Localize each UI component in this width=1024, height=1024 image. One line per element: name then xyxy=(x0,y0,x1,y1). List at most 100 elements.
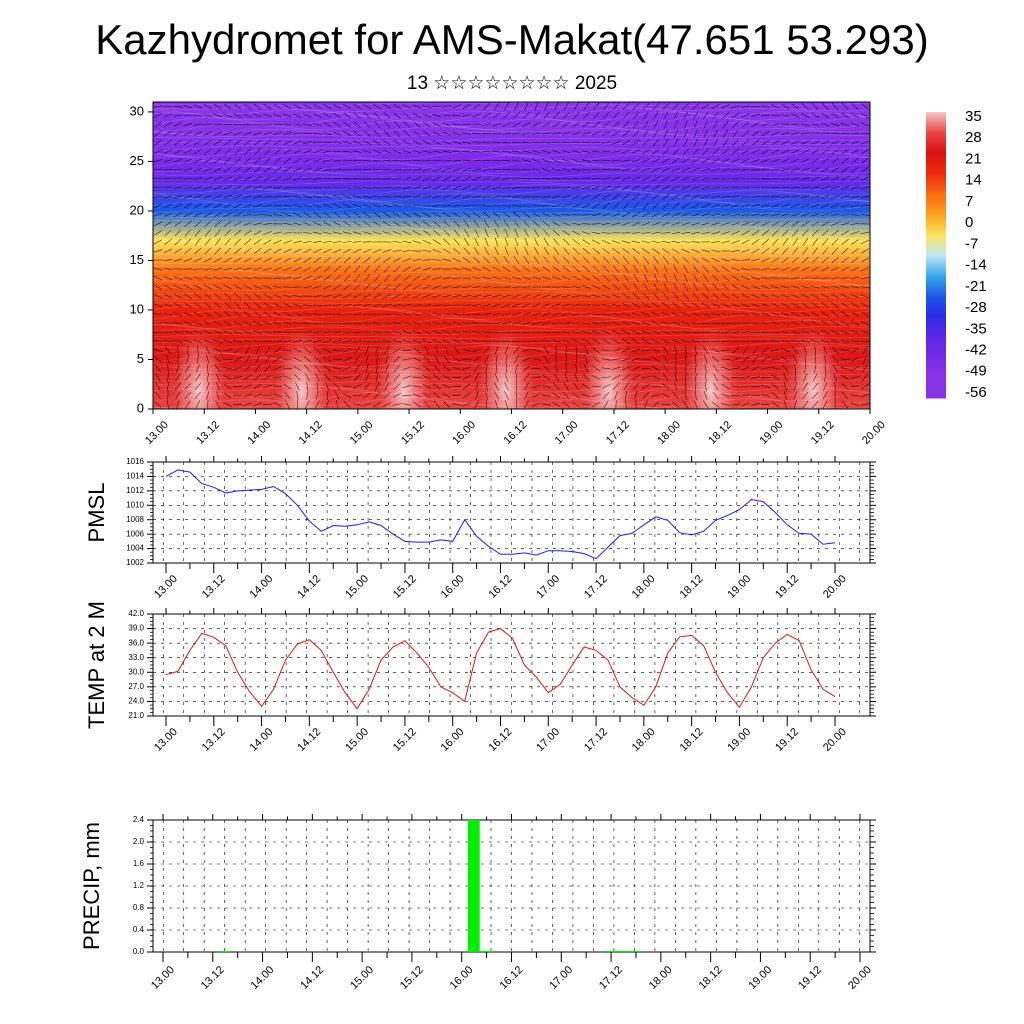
wind-vector xyxy=(553,256,560,264)
wind-vector xyxy=(781,348,790,353)
wind-vector xyxy=(563,247,570,255)
wind-vector xyxy=(402,330,412,335)
wind-vector xyxy=(412,357,422,362)
wind-vector xyxy=(462,141,472,144)
wind-vector xyxy=(622,338,630,345)
wind-vector xyxy=(821,266,830,272)
wind-vector xyxy=(293,212,302,218)
wind-vector xyxy=(193,131,203,136)
wind-vector xyxy=(572,265,580,273)
wind-vector xyxy=(521,168,531,171)
y-tick-label: 42.0 xyxy=(128,609,144,618)
wind-vector xyxy=(255,346,260,355)
wind-vector xyxy=(343,131,352,137)
wind-vector xyxy=(572,247,580,255)
wind-vector xyxy=(302,195,312,199)
wind-vector xyxy=(642,256,649,264)
wind-vector xyxy=(223,221,232,227)
wind-vector xyxy=(840,366,850,370)
x-tick-label: 16.00 xyxy=(439,573,467,601)
wind-vector xyxy=(621,185,631,191)
wind-vector xyxy=(176,364,180,373)
wind-vector xyxy=(352,150,362,153)
wind-vector xyxy=(354,265,361,273)
wind-vector xyxy=(761,131,770,137)
isotherm-line xyxy=(153,211,870,217)
wind-vector xyxy=(393,356,401,363)
wind-vector xyxy=(711,195,721,198)
x-tick-label: 20.00 xyxy=(846,964,874,992)
wind-vector xyxy=(542,158,551,163)
wind-vector xyxy=(581,150,591,153)
wind-vector xyxy=(393,121,401,129)
wind-vector xyxy=(303,266,312,272)
wind-vector xyxy=(362,231,372,235)
wind-vector xyxy=(323,104,332,109)
wind-vector xyxy=(564,373,568,382)
wind-vector xyxy=(292,295,302,298)
wind-vector xyxy=(234,229,242,237)
wind-vector xyxy=(802,247,809,255)
wind-vector xyxy=(541,196,551,198)
wind-vector xyxy=(243,221,252,226)
wind-vector xyxy=(293,357,302,362)
wind-vector xyxy=(504,346,509,355)
wind-vector xyxy=(214,229,221,237)
wind-vector xyxy=(382,322,392,325)
wind-vector xyxy=(342,195,352,199)
isotherm-line xyxy=(153,317,870,330)
wind-vector xyxy=(485,390,488,400)
wind-vector xyxy=(761,204,770,208)
wind-vector xyxy=(721,383,730,389)
wind-vector xyxy=(432,140,442,145)
wind-vector xyxy=(722,148,730,155)
wind-vector xyxy=(653,129,659,138)
wind-vector xyxy=(532,348,541,352)
y-tick-label: 1014 xyxy=(126,472,144,481)
wind-vector xyxy=(223,203,232,209)
wind-vector xyxy=(163,195,173,198)
wind-vector xyxy=(193,268,203,270)
wind-vector xyxy=(197,345,199,355)
wind-vector xyxy=(790,213,800,217)
wind-vector xyxy=(452,104,462,109)
wind-vector xyxy=(741,105,751,108)
wind-vector xyxy=(861,166,869,173)
wind-vector xyxy=(741,221,750,226)
wind-vector xyxy=(731,331,741,333)
wind-vector xyxy=(422,313,432,316)
wind-vector xyxy=(833,373,838,382)
wind-vector xyxy=(790,124,800,126)
wind-vector xyxy=(511,286,522,288)
wind-vector xyxy=(572,121,581,128)
wind-vector xyxy=(312,285,322,289)
wind-vector xyxy=(790,340,800,343)
wind-vector xyxy=(452,257,461,263)
wind-vector xyxy=(243,340,253,343)
wind-vector xyxy=(541,168,551,172)
wind-vector xyxy=(502,303,511,307)
wind-vector xyxy=(681,167,691,172)
wind-vector xyxy=(712,391,719,400)
wind-vector xyxy=(385,364,389,373)
wind-vector xyxy=(313,356,321,363)
wind-vector xyxy=(213,276,223,280)
wind-vector xyxy=(840,176,850,182)
wind-vector xyxy=(253,230,262,236)
wind-vector xyxy=(641,349,651,351)
wind-vector xyxy=(632,382,640,390)
wind-vector xyxy=(722,283,730,291)
wind-vector xyxy=(234,157,242,164)
wind-vector xyxy=(693,111,699,120)
wind-vector xyxy=(412,330,422,335)
wind-vector xyxy=(522,266,531,272)
wind-vector xyxy=(472,160,482,162)
wind-vector xyxy=(173,178,183,180)
wind-vector xyxy=(293,348,302,353)
wind-vector xyxy=(860,213,870,216)
wind-vector xyxy=(531,358,541,361)
wind-vector xyxy=(362,160,372,162)
wind-vector xyxy=(691,312,701,316)
wind-vector xyxy=(731,357,740,362)
